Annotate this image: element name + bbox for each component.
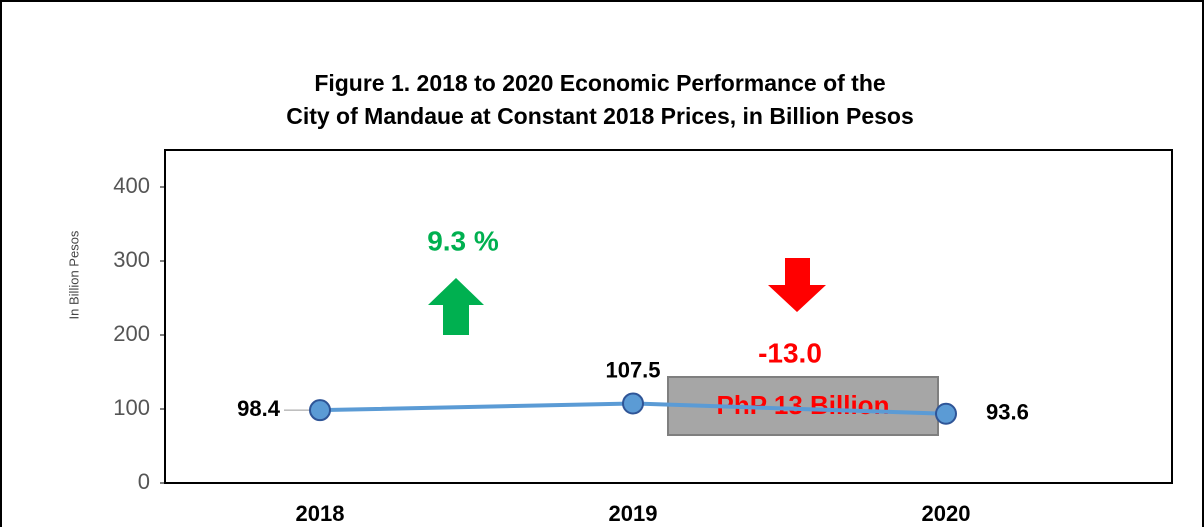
chart-title: City of Mandaue at Constant 2018 Prices,… <box>286 103 914 129</box>
data-label: 107.5 <box>605 357 660 382</box>
y-tick-label: 200 <box>113 321 150 346</box>
box-annotation: PhP 13 Billion <box>717 390 890 420</box>
y-tick-label: 300 <box>113 247 150 272</box>
decline-annotation: -13.0 <box>758 337 822 368</box>
marker <box>309 399 331 422</box>
y-axis-title: In Billion Pesos <box>66 230 81 319</box>
y-tick-label: 100 <box>113 395 150 420</box>
growth-annotation: 9.3 % <box>427 225 499 256</box>
marker <box>622 392 644 415</box>
y-tick-label: 400 <box>113 173 150 198</box>
marker <box>935 402 957 425</box>
chart-title: Figure 1. 2018 to 2020 Economic Performa… <box>314 70 885 96</box>
plot-area <box>164 149 1173 484</box>
data-label: 93.6 <box>986 400 1029 425</box>
x-tick-label: 2018 <box>296 501 345 526</box>
data-label: 98.4 <box>237 396 281 421</box>
x-tick-label: 2020 <box>922 501 971 526</box>
y-tick-label: 0 <box>138 469 150 494</box>
x-tick-label: 2019 <box>609 501 658 526</box>
up-arrow <box>428 278 484 335</box>
down-arrow <box>768 258 826 312</box>
